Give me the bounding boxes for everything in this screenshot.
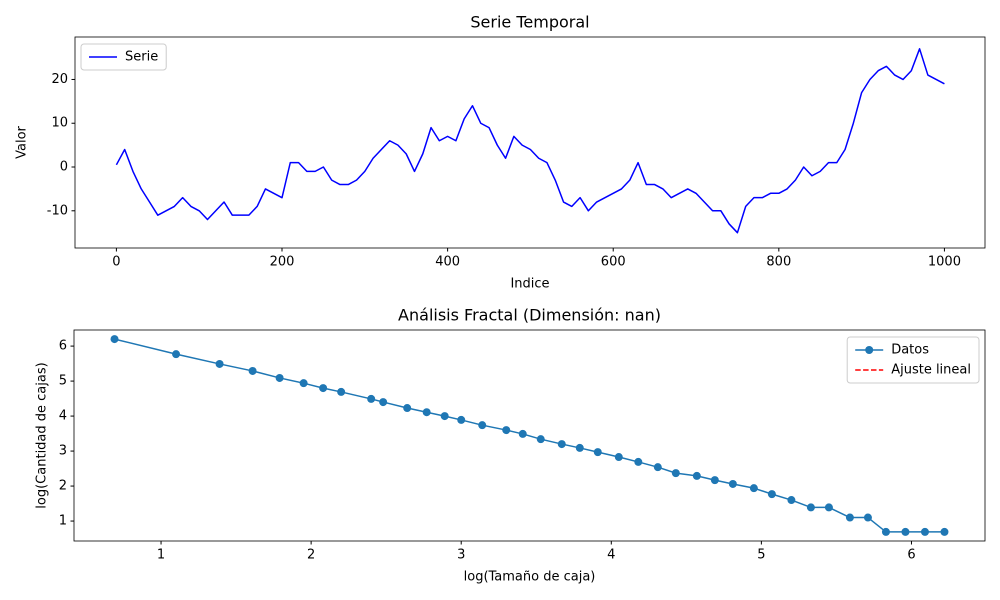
point	[692, 471, 701, 480]
legend-label: Datos	[891, 343, 929, 358]
y-tick-label: -10	[47, 203, 68, 218]
x-tick-label: 600	[601, 255, 626, 270]
point	[806, 503, 815, 512]
plot-area	[115, 48, 945, 234]
x-tick-label: 200	[270, 255, 295, 270]
point	[863, 513, 872, 522]
axes-frame	[73, 329, 986, 542]
point	[940, 527, 949, 536]
x-axis-label: Indice	[510, 277, 549, 292]
point	[319, 384, 328, 393]
legend-frame	[80, 43, 167, 71]
x-axis-label: log(Tamaño de caja)	[464, 570, 596, 585]
x-tick-label: 1	[157, 548, 165, 563]
chart-title: Análisis Fractal (Dimensión: nan)	[398, 306, 661, 325]
legend-label: Ajuste lineal	[891, 363, 971, 378]
x-tick-label: 800	[766, 255, 791, 270]
y-tick-label: 3	[59, 444, 67, 459]
legend: Datos Ajuste lineal	[846, 336, 980, 384]
point	[557, 440, 566, 449]
legend-frame	[846, 336, 980, 384]
y-tick-label: 6	[59, 339, 67, 354]
axes-frame	[74, 36, 986, 249]
y-tick-label: 10	[51, 116, 68, 131]
y-tick-label: 2	[59, 479, 67, 494]
point	[478, 421, 487, 430]
point	[275, 373, 284, 382]
x-tick-label: 4	[607, 548, 615, 563]
point	[728, 479, 737, 488]
point	[671, 469, 680, 478]
y-tick-label: 1	[59, 514, 67, 529]
point	[379, 398, 388, 407]
x-tick-label: 0	[112, 255, 120, 270]
y-axis-label: Valor	[15, 125, 30, 158]
point	[110, 335, 119, 344]
point	[172, 350, 181, 359]
point	[634, 457, 643, 466]
point	[749, 484, 758, 493]
point	[767, 490, 776, 499]
y-tick-label: 20	[51, 72, 68, 87]
plot-area	[110, 335, 949, 536]
point	[575, 443, 584, 452]
chart-title: Serie Temporal	[470, 13, 589, 32]
x-tick-label: 2	[307, 548, 315, 563]
y-axis-label: log(Cantidad de cajas)	[35, 362, 50, 508]
point	[248, 366, 257, 375]
legend: Serie	[80, 43, 167, 71]
y-tick-label: 4	[59, 409, 67, 424]
point	[457, 415, 466, 424]
point	[881, 527, 890, 536]
x-tick-label: 400	[435, 255, 460, 270]
point	[787, 496, 796, 505]
y-tick-label: 0	[60, 160, 68, 175]
point	[422, 408, 431, 417]
x-tick-label: 6	[907, 548, 915, 563]
point	[653, 463, 662, 472]
x-tick-label: 5	[757, 548, 765, 563]
point	[215, 359, 224, 368]
point	[920, 527, 929, 536]
point	[440, 412, 449, 421]
legend-marker	[865, 346, 874, 354]
point	[367, 394, 376, 403]
y-tick-label: 5	[59, 374, 67, 389]
point	[536, 435, 545, 444]
series-line	[115, 48, 945, 234]
point	[593, 448, 602, 457]
point	[901, 527, 910, 536]
point	[337, 387, 346, 396]
legend-label: Serie	[125, 50, 158, 65]
point	[502, 426, 511, 435]
point	[614, 453, 623, 462]
point	[710, 476, 719, 485]
point	[403, 404, 412, 413]
point	[518, 429, 527, 438]
x-tick-label: 1000	[928, 255, 961, 270]
point	[845, 513, 854, 522]
point	[824, 503, 833, 512]
x-tick-label: 3	[457, 548, 465, 563]
point	[299, 379, 308, 388]
series-line	[114, 338, 945, 533]
